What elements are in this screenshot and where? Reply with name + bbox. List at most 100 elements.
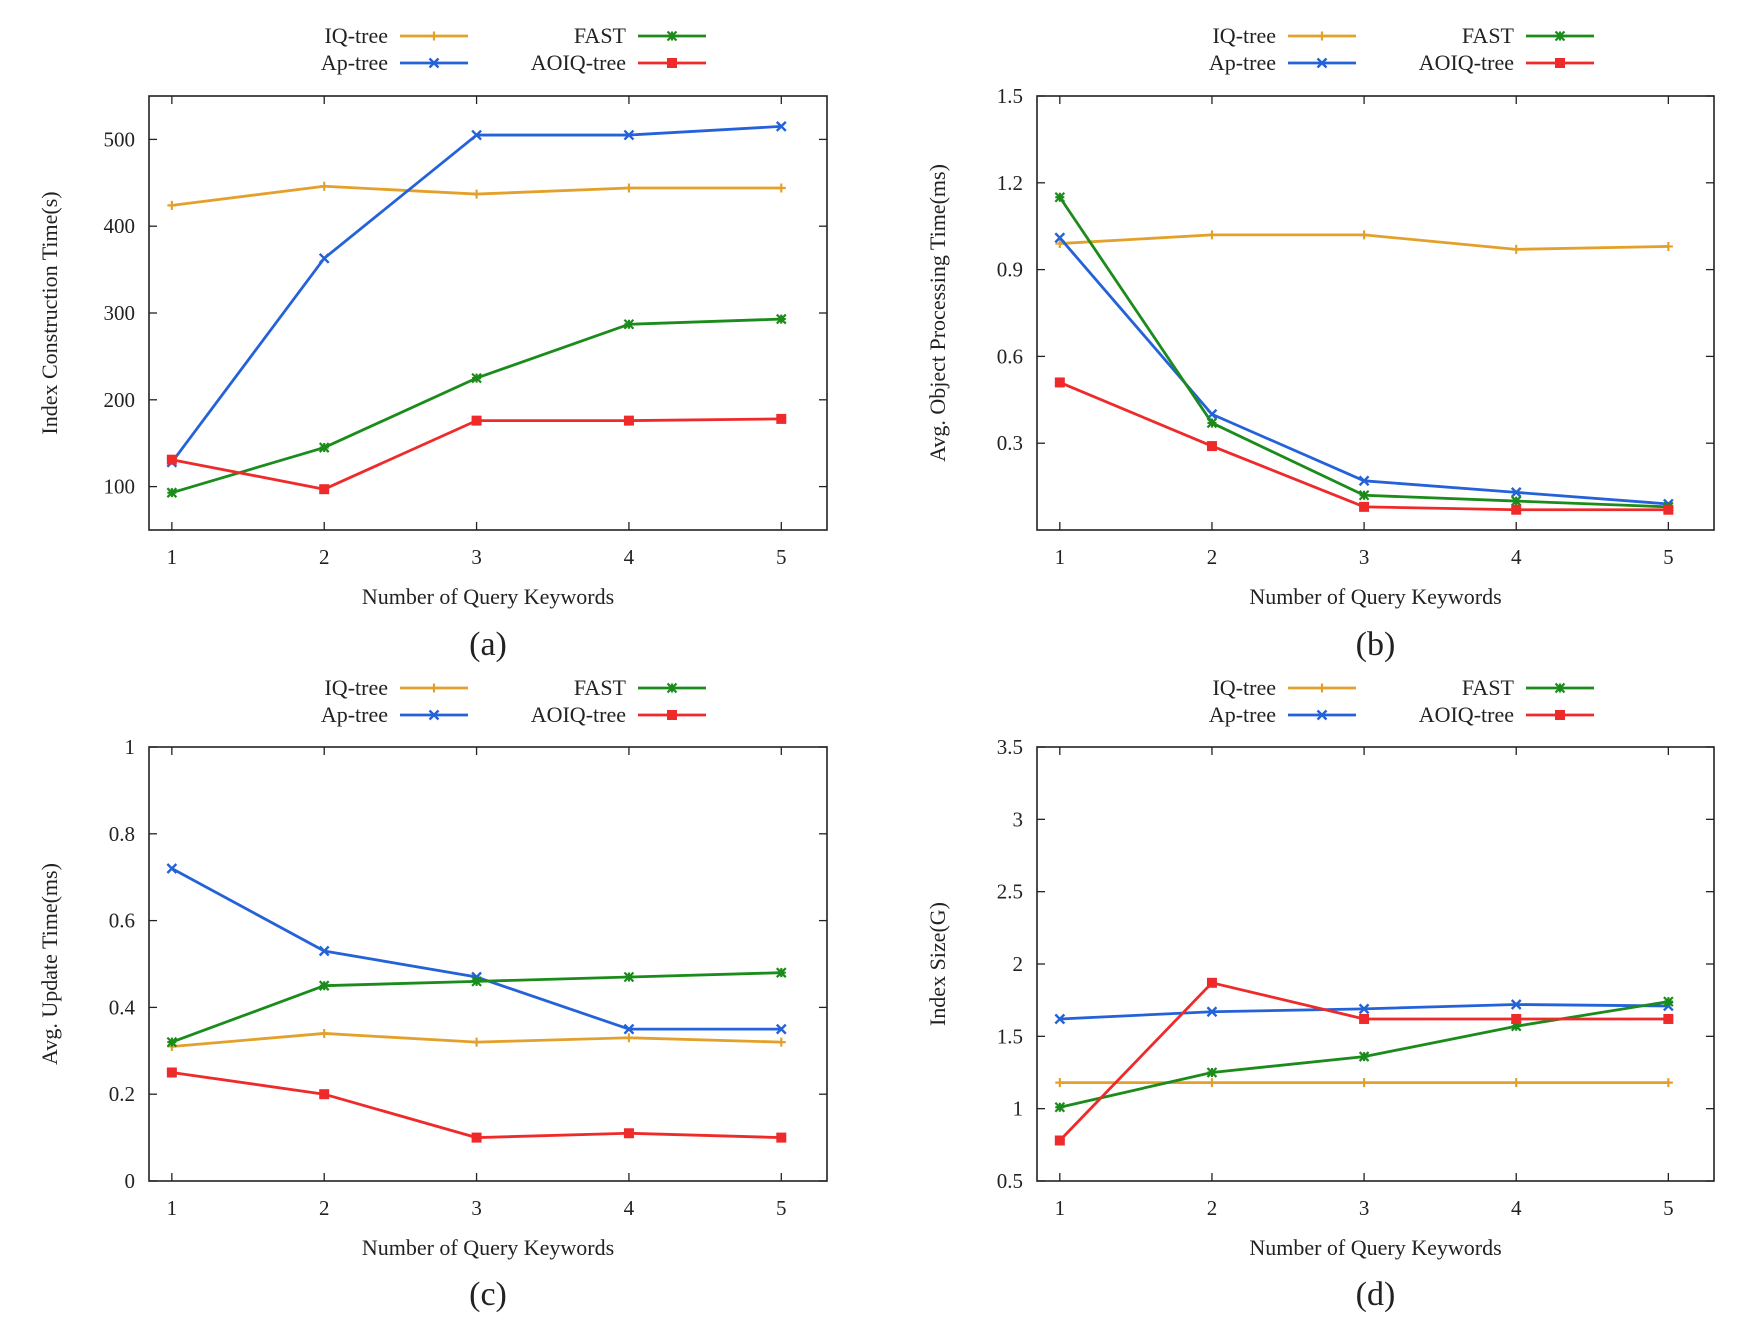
data-point [1055,1078,1065,1088]
data-point [1358,475,1370,487]
data-point [472,1037,482,1047]
x-tick-label: 4 [1511,1196,1522,1220]
legend-marker [429,31,439,41]
y-tick-label: 0.3 [997,431,1023,455]
x-tick-label: 1 [167,545,178,569]
x-axis-label: Number of Query Keywords [1249,584,1501,609]
legend-item: IQ-tree [324,675,468,700]
data-point [167,200,177,210]
series-line [171,1071,782,1139]
data-point [166,454,177,465]
series-fast [1054,191,1674,513]
x-tick-label: 3 [471,1196,482,1220]
legend-marker [1554,30,1566,42]
data-point [1358,1003,1370,1015]
legend-marker [428,709,440,721]
data-point [1054,232,1066,244]
y-tick-label: 1 [125,735,136,759]
panel-caption: (c) [469,1276,507,1313]
legend: IQ-tree FAST Ap-tree AOIQ-tree [1209,675,1594,727]
data-point [1358,490,1370,501]
data-point [1358,1051,1370,1062]
legend: IQ-tree FAST Ap-tree AOIQ-tree [321,23,706,75]
legend-marker [1316,57,1328,69]
y-tick-label: 1.5 [997,1024,1023,1048]
series-line [171,417,782,491]
data-point [623,129,635,141]
legend-label: FAST [574,675,627,700]
y-tick-label: 200 [104,388,136,412]
data-point [775,121,787,132]
x-tick-label: 5 [776,1196,787,1220]
legend-item: AOIQ-tree [531,702,706,727]
data-point [776,313,787,325]
legend-label: IQ-tree [324,675,388,700]
data-point [1663,241,1673,251]
data-point [1206,1067,1218,1078]
data-point [776,183,786,193]
panel-caption: (a) [469,626,507,663]
legend-label: Ap-tree [1209,702,1276,727]
data-point [1055,239,1065,249]
chart-panel-d: 0.5 1 1.5 2 2.5 3 3.5 1 2 3 4 5 Number of Query Keyw… [925,675,1715,1313]
data-point [1511,1078,1521,1088]
legend-label: IQ-tree [1212,675,1276,700]
y-tick-label: 1.2 [997,171,1023,195]
legend-label: FAST [574,23,627,48]
data-point [624,183,634,193]
data-point [775,1023,787,1035]
x-tick-label: 4 [624,1196,635,1220]
data-point [471,415,482,426]
data-point [1359,1078,1369,1088]
y-axis-label: Index Size(G) [925,902,950,1026]
data-point [776,967,787,978]
y-axis-label: Index Construction Time(s) [37,191,62,434]
chart-panel-a: 100 200 300 400 500 1 2 3 4 5 Number of Query Keyw… [37,23,828,663]
data-point [1054,377,1065,388]
series-line [1058,196,1669,509]
legend-label: AOIQ-tree [531,702,626,727]
data-point [1207,230,1217,240]
data-point [1359,230,1369,240]
x-tick-label: 5 [1663,545,1674,569]
legend-label: IQ-tree [1212,23,1276,48]
chart-panel-b: 0.3 0.6 0.9 1.2 1.5 1 2 3 4 5 Number of Query Keyw… [925,23,1715,663]
data-point [1663,996,1674,1007]
y-tick-label: 3 [1013,807,1024,831]
series-fast [166,967,787,1048]
legend: IQ-tree FAST Ap-tree AOIQ-tree [1209,23,1594,75]
y-tick-label: 1.5 [997,84,1023,108]
x-tick-label: 4 [624,545,635,569]
legend-marker [667,710,677,720]
series-aoiq-tree [1054,977,1674,1146]
data-point [166,863,178,874]
series-ap-tree [166,121,787,468]
data-point [318,442,330,453]
legend-item: AOIQ-tree [1419,702,1594,727]
data-point [1510,1020,1522,1032]
y-tick-label: 0 [125,1169,136,1193]
y-tick-label: 300 [104,301,136,325]
x-tick-label: 5 [1663,1196,1674,1220]
legend-item: AOIQ-tree [531,50,706,75]
x-tick-label: 1 [167,1196,178,1220]
data-point [166,1067,177,1078]
series-line [171,317,782,495]
legend-label: AOIQ-tree [1419,50,1514,75]
plot-frame [1036,95,1715,531]
legend-label: IQ-tree [324,23,388,48]
y-tick-label: 3.5 [997,735,1023,759]
data-point [166,1036,178,1048]
data-point [1511,244,1521,254]
series-line [1059,381,1669,512]
y-tick-label: 2.5 [997,880,1023,904]
y-axis-label: Avg. Update Time(ms) [37,863,62,1065]
series-aoiq-tree [166,1067,787,1143]
y-tick-label: 1 [1013,1097,1024,1121]
data-point [1510,495,1522,507]
panel-caption: (d) [1356,1276,1396,1313]
legend-label: Ap-tree [321,702,388,727]
y-tick-label: 0.2 [109,1082,135,1106]
data-point [624,1033,634,1043]
legend-marker [1316,709,1328,721]
